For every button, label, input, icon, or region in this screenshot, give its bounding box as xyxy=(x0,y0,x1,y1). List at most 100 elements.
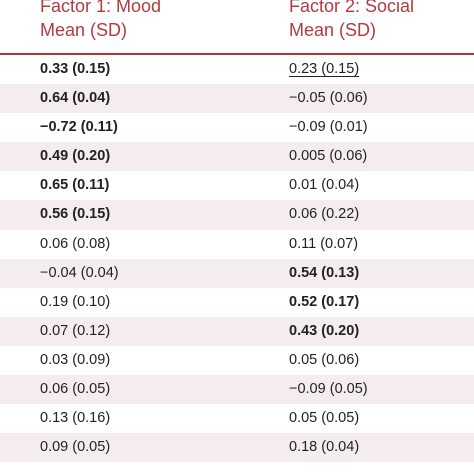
factor2-mean: 0.18 xyxy=(289,439,318,456)
factor1-sd: (0.04) xyxy=(72,90,111,107)
factor1-mean: 0.65 xyxy=(40,177,69,194)
factor2-mean: 0.54 xyxy=(289,264,318,281)
table-row: 0.07 (0.12) 0.43 (0.20) xyxy=(0,316,474,346)
header-factor1-title: Factor 1: Mood xyxy=(40,0,162,16)
table-row: 0.09 (0.05) 0.18 (0.04) xyxy=(0,433,474,463)
factor2-sd: (0.17) xyxy=(321,293,360,310)
factor2-cell: 0.05 (0.06) xyxy=(289,350,359,370)
factor2-sd: (0.07) xyxy=(320,235,359,252)
factor1-cell: 0.56 (0.15) xyxy=(40,204,110,224)
factor1-sd: (0.04) xyxy=(80,264,119,281)
factor1-cell: 0.64 (0.04) xyxy=(40,88,110,108)
factor2-sd: (0.04) xyxy=(321,439,360,456)
factor1-mean: 0.13 xyxy=(40,410,69,427)
factor1-sd: (0.15) xyxy=(72,61,111,77)
factor1-mean: −0.72 xyxy=(40,119,77,136)
factor1-mean: 0.09 xyxy=(40,439,69,456)
factor1-cell: 0.65 (0.11) xyxy=(40,175,109,195)
factor2-cell: 0.52 (0.17) xyxy=(289,292,359,312)
table-row: 0.13 (0.16) 0.05 (0.05) xyxy=(0,404,474,433)
factor2-sd: (0.15) xyxy=(321,61,360,77)
factor1-sd: (0.20) xyxy=(72,148,111,165)
factor2-sd: (0.04) xyxy=(321,177,360,194)
factor2-mean: 0.06 xyxy=(289,206,318,223)
table-row: 0.64 (0.04) −0.05 (0.06) xyxy=(0,84,474,114)
factor1-cell: 0.49 (0.20) xyxy=(40,146,110,166)
table-row: −0.72 (0.11) −0.09 (0.01) xyxy=(0,113,474,142)
table-row: 0.49 (0.20) 0.005 (0.06) xyxy=(0,142,474,172)
factor2-sd: (0.13) xyxy=(321,264,360,281)
header-factor2-subtitle: Mean (SD) xyxy=(289,20,377,40)
factor1-sd: (0.10) xyxy=(72,293,111,310)
factor2-cell: 0.43 (0.20) xyxy=(289,321,359,341)
factor2-cell: −0.05 (0.06) xyxy=(289,88,368,108)
table-row: 0.56 (0.15) 0.06 (0.22) xyxy=(0,200,474,230)
table-row: 0.33 (0.15) 0.23 (0.15) xyxy=(0,55,474,84)
factor1-mean: 0.03 xyxy=(40,351,69,368)
factor1-cell: 0.06 (0.08) xyxy=(40,234,110,254)
factor1-sd: (0.05) xyxy=(72,381,111,398)
factor2-sd: (0.06) xyxy=(321,351,360,368)
factor1-sd: (0.09) xyxy=(72,351,111,368)
factor1-mean: 0.19 xyxy=(40,293,69,310)
factor2-sd: (0.20) xyxy=(321,322,360,339)
factor2-mean: 0.05 xyxy=(289,410,318,427)
factor1-cell: 0.13 (0.16) xyxy=(40,408,110,428)
factor2-cell: 0.01 (0.04) xyxy=(289,175,359,195)
header-factor1-subtitle: Mean (SD) xyxy=(40,20,128,40)
factor1-sd: (0.11) xyxy=(80,119,118,136)
factor1-sd: (0.05) xyxy=(72,439,111,456)
factor1-sd: (0.15) xyxy=(72,206,111,223)
factor2-mean: 0.005 xyxy=(289,148,326,165)
factor2-mean: 0.11 xyxy=(289,235,317,252)
table-row: 0.19 (0.10) 0.52 (0.17) xyxy=(0,288,474,317)
factor2-cell: −0.09 (0.01) xyxy=(289,117,368,137)
factor2-cell: 0.54 (0.13) xyxy=(289,263,359,283)
factor1-mean: 0.49 xyxy=(40,148,69,165)
factor2-mean: −0.05 xyxy=(289,90,326,107)
factor2-sd: (0.06) xyxy=(329,90,368,107)
factor2-mean: −0.09 xyxy=(289,119,326,136)
factor1-sd: (0.16) xyxy=(72,410,111,427)
factor2-cell: 0.005 (0.06) xyxy=(289,146,367,166)
factor2-sd: (0.05) xyxy=(321,410,360,427)
factor2-cell: 0.05 (0.05) xyxy=(289,408,359,428)
factor1-cell: −0.04 (0.04) xyxy=(40,263,119,283)
factor2-mean: 0.05 xyxy=(289,351,318,368)
header-factor1: Factor 1: Mood Mean (SD) xyxy=(40,0,161,42)
factor2-sd: (0.05) xyxy=(329,381,368,398)
table-row: 0.06 (0.08) 0.11 (0.07) xyxy=(0,230,474,259)
factor1-cell: 0.09 (0.05) xyxy=(40,437,110,457)
factor1-mean: 0.07 xyxy=(40,322,69,339)
table-row: 0.03 (0.09) 0.05 (0.06) xyxy=(0,346,474,375)
factor1-sd: (0.11) xyxy=(72,177,110,194)
factor2-mean: 0.23 xyxy=(289,61,318,77)
factor2-cell: 0.06 (0.22) xyxy=(289,204,359,224)
table-header: Factor 1: Mood Mean (SD) Factor 2: Socia… xyxy=(0,0,474,55)
factor1-cell: 0.07 (0.12) xyxy=(40,321,110,341)
factor1-cell: −0.72 (0.11) xyxy=(40,117,118,137)
factor2-sd: (0.22) xyxy=(321,206,360,223)
factor1-cell: 0.03 (0.09) xyxy=(40,350,110,370)
factor2-cell: 0.18 (0.04) xyxy=(289,437,359,457)
factor1-sd: (0.08) xyxy=(72,235,111,252)
factor1-cell: 0.19 (0.10) xyxy=(40,292,110,312)
factor2-mean: −0.09 xyxy=(289,381,326,398)
header-factor2: Factor 2: Social Mean (SD) xyxy=(289,0,414,42)
table-row: 0.06 (0.05) −0.09 (0.05) xyxy=(0,375,474,405)
factor1-mean: 0.64 xyxy=(40,90,69,107)
factor1-mean: −0.04 xyxy=(40,264,77,281)
header-factor2-title: Factor 2: Social xyxy=(289,0,415,16)
factor2-mean: 0.52 xyxy=(289,293,318,310)
factor2-cell: −0.09 (0.05) xyxy=(289,379,368,399)
factor1-mean: 0.06 xyxy=(40,235,69,252)
factor1-sd: (0.12) xyxy=(72,322,111,339)
factor1-mean: 0.06 xyxy=(40,381,69,398)
factor2-cell: 0.23 (0.15) xyxy=(289,59,359,79)
factor1-mean: 0.56 xyxy=(40,206,69,223)
table-row: 0.65 (0.11) 0.01 (0.04) xyxy=(0,171,474,200)
factor2-cell: 0.11 (0.07) xyxy=(289,234,358,254)
factor2-sd: (0.06) xyxy=(329,148,368,165)
table-row: −0.04 (0.04) 0.54 (0.13) xyxy=(0,258,474,288)
